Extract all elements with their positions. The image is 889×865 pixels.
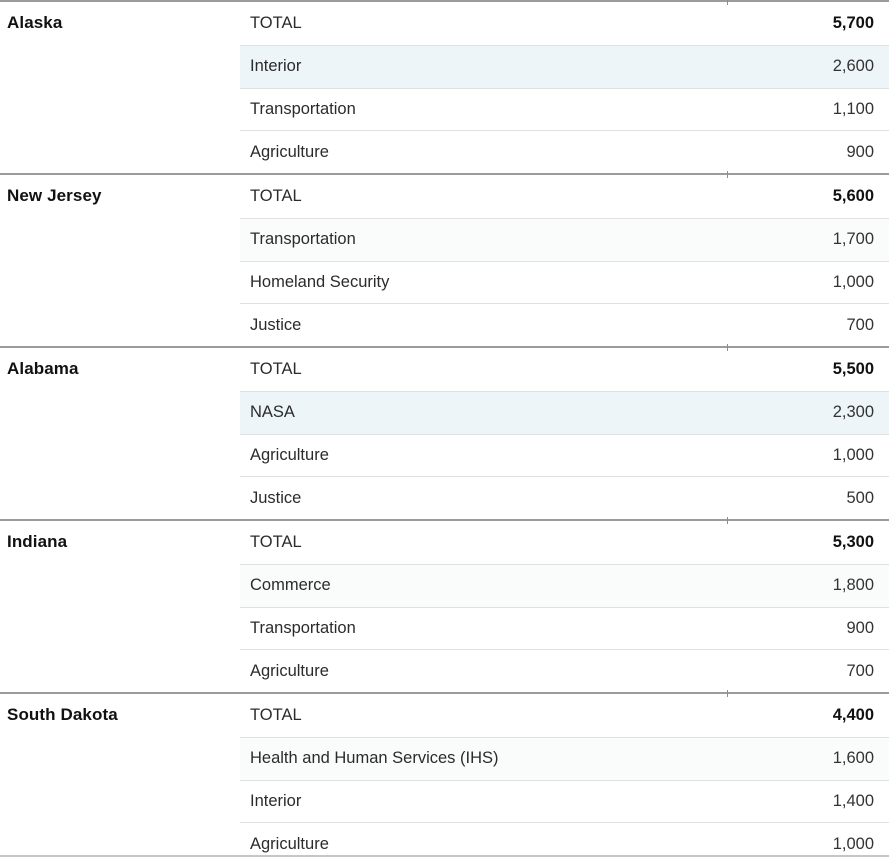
agency-row: Interior 1,400 [240, 779, 889, 823]
agency-label: Commerce [250, 576, 331, 595]
state-section: Indiana TOTAL 5,300 Commerce 1,800 Transporta… [0, 517, 889, 692]
total-value: 5,300 [832, 532, 874, 551]
agency-value: 1,600 [832, 749, 874, 768]
total-value: 5,700 [832, 13, 874, 32]
agency-label: Transportation [250, 230, 356, 249]
agency-value: 1,000 [832, 272, 874, 291]
agency-value: 700 [846, 315, 874, 334]
agency-label: Interior [250, 57, 302, 76]
agency-row: Commerce 1,800 [240, 563, 889, 607]
agency-row: Transportation 900 [240, 606, 889, 650]
total-row: TOTAL 4,400 [240, 694, 889, 737]
agency-label: Justice [250, 315, 302, 334]
agency-row: Transportation 1,100 [240, 87, 889, 131]
total-row: TOTAL 5,500 [240, 348, 889, 391]
agency-label: Transportation [250, 618, 356, 637]
agency-value: 1,400 [832, 791, 874, 810]
agency-row: Homeland Security 1,000 [240, 260, 889, 304]
agency-row: Agriculture 1,000 [240, 433, 889, 477]
agency-label: Transportation [250, 99, 356, 118]
total-row: TOTAL 5,300 [240, 521, 889, 564]
total-value: 5,600 [832, 186, 874, 205]
state-name: New Jersey [7, 186, 102, 206]
state-name: Alabama [7, 359, 79, 379]
agency-label: Justice [250, 488, 302, 507]
table-bottom-rule [0, 855, 889, 857]
total-value: 4,400 [832, 705, 874, 724]
section-rows: TOTAL 5,500 NASA 2,300 Agriculture 1,000 Justi… [240, 348, 889, 519]
agency-row: Agriculture 900 [240, 130, 889, 173]
total-label: TOTAL [250, 532, 302, 551]
agency-value: 700 [846, 661, 874, 680]
total-label: TOTAL [250, 186, 302, 205]
state-section: South Dakota TOTAL 4,400 Health and Human S… [0, 690, 889, 865]
agency-value: 1,000 [832, 445, 874, 464]
agency-row: Interior 2,600 [240, 44, 889, 88]
total-label: TOTAL [250, 705, 302, 724]
agency-value: 900 [846, 618, 874, 637]
agency-label: Interior [250, 791, 302, 810]
agency-label: Agriculture [250, 445, 329, 464]
agency-row: NASA 2,300 [240, 390, 889, 434]
agency-row: Agriculture 700 [240, 649, 889, 692]
section-rows: TOTAL 4,400 Health and Human Services (IHS… [240, 694, 889, 865]
state-name: Indiana [7, 532, 68, 552]
agency-label: Health and Human Services (IHS) [250, 749, 499, 768]
total-label: TOTAL [250, 359, 302, 378]
total-value: 5,500 [832, 359, 874, 378]
agency-row: Transportation 1,700 [240, 217, 889, 261]
agency-label: Agriculture [250, 834, 329, 853]
total-row: TOTAL 5,700 [240, 2, 889, 45]
agency-row: Justice 700 [240, 303, 889, 346]
agency-label: Agriculture [250, 661, 329, 680]
agency-value: 500 [846, 488, 874, 507]
agency-value: 2,600 [832, 57, 874, 76]
agency-row: Agriculture 1,000 [240, 822, 889, 865]
section-rows: TOTAL 5,600 Transportation 1,700 Homeland Se… [240, 175, 889, 346]
agency-value: 1,800 [832, 576, 874, 595]
agency-value: 1,100 [832, 99, 874, 118]
section-rows: TOTAL 5,300 Commerce 1,800 Transportation 900… [240, 521, 889, 692]
state-section: New Jersey TOTAL 5,600 Transportation 1,700 H… [0, 171, 889, 346]
agency-label: NASA [250, 403, 295, 422]
agency-label: Homeland Security [250, 272, 390, 291]
agency-value: 900 [846, 142, 874, 161]
agency-value: 1,000 [832, 834, 874, 853]
state-name: Alaska [7, 13, 63, 33]
total-label: TOTAL [250, 13, 302, 32]
agency-value: 1,700 [832, 230, 874, 249]
agency-row: Health and Human Services (IHS) 1,600 [240, 736, 889, 780]
state-section: Alabama TOTAL 5,500 NASA 2,300 Agriculture 1,0… [0, 344, 889, 519]
total-row: TOTAL 5,600 [240, 175, 889, 218]
agency-row: Justice 500 [240, 476, 889, 519]
state-section: Alaska TOTAL 5,700 Interior 2,600 Transportat… [0, 0, 889, 173]
agency-label: Agriculture [250, 142, 329, 161]
state-name: South Dakota [7, 705, 118, 725]
agency-value: 2,300 [832, 403, 874, 422]
section-rows: TOTAL 5,700 Interior 2,600 Transportation 1,1… [240, 2, 889, 173]
